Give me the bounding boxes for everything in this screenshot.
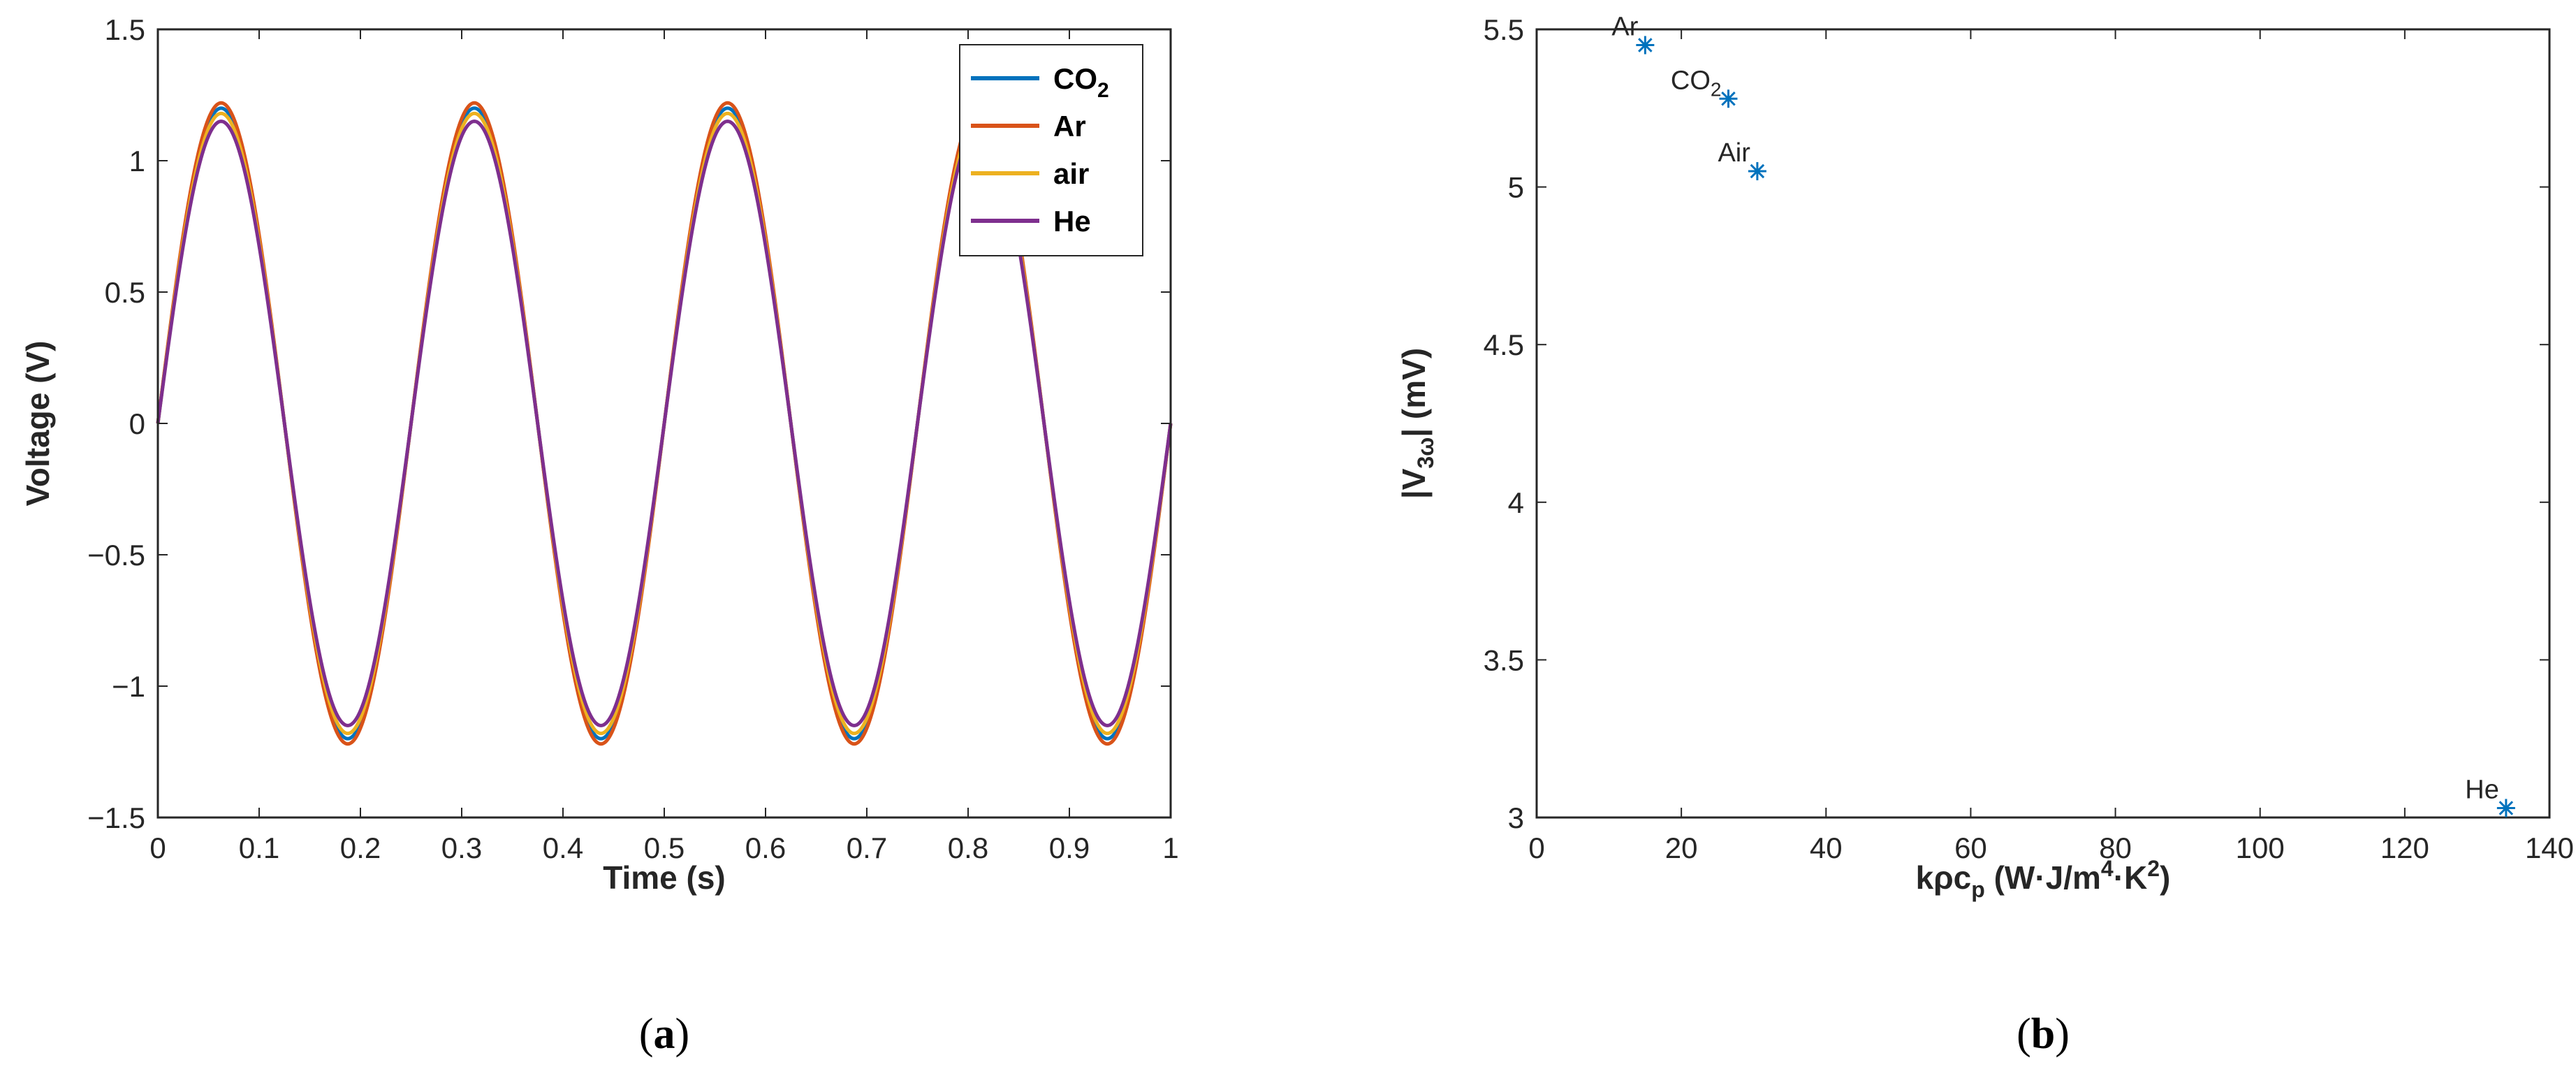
y-label-post: | (mV): [1396, 348, 1432, 437]
panel-b-x-tick-label: 40: [1810, 831, 1843, 864]
point-label-text: CO: [1671, 66, 1711, 95]
panel-b-x-tick-label: 0: [1528, 831, 1544, 864]
panel-a-voltage-chart: 0 0.1 0.2 0.3 0.4 0.5 0.6 0.7 0.8 0.9 1 −1.5 −1 −0.5 0…: [20, 13, 1179, 896]
panel-b-y-tick-label: 3: [1508, 801, 1524, 834]
panel-b-x-tick-label: 140: [2525, 831, 2574, 864]
panel-a-x-tick-label: 0.4: [543, 831, 583, 864]
point-marker-he: [2496, 799, 2515, 817]
x-label-base: kρc: [1916, 859, 1972, 896]
panel-b-y-tick-label: 5: [1508, 171, 1524, 204]
panel-a-x-tick-label: 1: [1162, 831, 1178, 864]
panel-b-points: Ar CO2 Air He: [1611, 13, 2515, 817]
y-label-subscript: 3ω: [1413, 437, 1438, 469]
panel-a-x-tick-label: 0.3: [441, 831, 482, 864]
caption-a-letter: a: [654, 1010, 675, 1058]
panel-a-x-tick-label: 0: [149, 831, 166, 864]
panel-a-x-tick-label: 0.9: [1049, 831, 1090, 864]
point-marker-co: [1719, 89, 1738, 108]
caption-a: (a): [639, 1010, 689, 1058]
legend-label-ar: Ar: [1053, 110, 1086, 143]
panel-b-x-tick-label: 80: [2099, 831, 2132, 864]
x-label-superscript-2: 2: [2147, 856, 2160, 881]
panel-a-x-tick-label: 0.1: [239, 831, 279, 864]
panel-b-x-tick-label: 100: [2236, 831, 2285, 864]
panel-a-y-tick-label: 1.5: [105, 13, 145, 46]
panel-b-x-tick-label: 120: [2380, 831, 2429, 864]
x-label-units-mid: ·K: [2114, 859, 2148, 896]
panel-a-ticks: 0 0.1 0.2 0.3 0.4 0.5 0.6 0.7 0.8 0.9 1 −1.5 −1 −0.5 0…: [87, 13, 1179, 864]
panel-b-x-axis-label: kρcp (W·J/m4·K2): [1916, 856, 2171, 902]
caption-b: (b): [2017, 1010, 2070, 1058]
panel-a-x-axis-label: Time (s): [603, 859, 726, 896]
caption-b-close: ): [2055, 1010, 2070, 1058]
panel-b-y-tick-label: 5.5: [1484, 13, 1524, 46]
panel-a-x-tick-label: 0.5: [644, 831, 685, 864]
panel-a-x-tick-label: 0.2: [340, 831, 381, 864]
panel-a-x-tick-label: 0.7: [847, 831, 887, 864]
panel-b-y-tick-label: 3.5: [1484, 644, 1524, 676]
point-label-subscript: 2: [1711, 78, 1722, 100]
panel-b-x-tick-label: 20: [1665, 831, 1698, 864]
asterisk-stroke: [1721, 92, 1736, 106]
point-label-air: Air: [1718, 138, 1750, 168]
point-label-co: CO2: [1671, 66, 1722, 100]
panel-b-axes-box: [1535, 28, 2551, 819]
point-label-text: He: [2465, 775, 2499, 804]
panel-b-y-axis-label: |V3ω| (mV): [1396, 348, 1438, 499]
legend-label-text: He: [1053, 205, 1091, 238]
panel-a-y-tick-label: 0.5: [105, 276, 145, 309]
panel-b-y-tick-label: 4: [1508, 486, 1524, 519]
point-label-text: Ar: [1611, 13, 1638, 42]
caption-b-letter: b: [2031, 1010, 2055, 1058]
point-label-he: He: [2465, 775, 2499, 804]
panel-b-y-tick-label: 4.5: [1484, 328, 1524, 361]
caption-b-open: (: [2017, 1010, 2031, 1058]
panel-a-y-tick-label: 1: [129, 145, 145, 177]
point-label-text: Air: [1718, 138, 1750, 168]
x-label-units-post: ): [2160, 859, 2170, 896]
point-marker-ar: [1636, 36, 1655, 54]
legend-label-he: He: [1053, 205, 1091, 238]
legend-label-air: air: [1053, 157, 1089, 190]
asterisk-stroke: [1638, 38, 1653, 52]
legend-label-text: CO: [1053, 62, 1097, 95]
asterisk-stroke: [1750, 163, 1765, 179]
legend-label-text: air: [1053, 157, 1089, 190]
legend-label-co: CO2: [1053, 62, 1109, 102]
legend-label-text: Ar: [1053, 110, 1086, 143]
panel-a-x-tick-label: 0.6: [745, 831, 786, 864]
panel-a-y-axis-label: Voltage (V): [20, 341, 56, 507]
caption-a-open: (: [639, 1010, 654, 1058]
panel-b-ticks: 0 20 40 60 80 100 120 140 3 3.5 4 4.5 5 5.5: [1484, 13, 2574, 864]
asterisk-stroke: [2498, 801, 2514, 815]
panel-a-y-tick-label: −1.5: [87, 801, 145, 834]
legend-label-subscript: 2: [1097, 79, 1109, 102]
panel-a-x-tick-label: 0.8: [948, 831, 988, 864]
panel-a-y-tick-label: 0: [129, 407, 145, 440]
x-label-subscript: p: [1971, 877, 1985, 902]
x-label-superscript-1: 4: [2101, 856, 2114, 881]
panel-b-x-tick-label: 60: [1954, 831, 1987, 864]
point-label-ar: Ar: [1611, 13, 1638, 42]
y-label-pre: |V: [1396, 468, 1432, 499]
panel-a-legend: CO2 Ar air He: [959, 44, 1143, 256]
panel-a-y-tick-label: −1: [112, 670, 145, 703]
caption-a-close: ): [675, 1010, 690, 1058]
panel-a-y-tick-label: −0.5: [87, 539, 145, 572]
point-marker-air: [1748, 162, 1766, 181]
x-label-units-pre: (W·J/m: [1985, 859, 2101, 896]
